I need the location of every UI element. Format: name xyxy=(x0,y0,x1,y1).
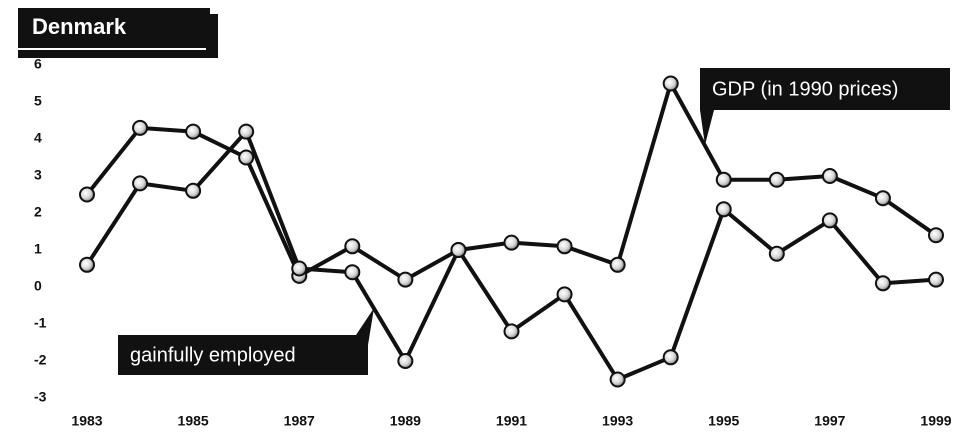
title-box: Denmark xyxy=(18,8,218,58)
point xyxy=(79,186,95,203)
x-tick-label: 1991 xyxy=(496,413,527,429)
y-tick-label: 3 xyxy=(34,167,42,183)
legend-label: gainfully employed xyxy=(130,344,296,366)
x-tick-label: 1987 xyxy=(284,413,315,429)
x-tick-label: 1989 xyxy=(390,413,421,429)
series-label: gainfully employed xyxy=(118,308,374,375)
point xyxy=(662,75,679,92)
x-tick-label: 1993 xyxy=(602,413,633,429)
label-box xyxy=(118,335,368,375)
point xyxy=(874,190,891,207)
point xyxy=(238,123,255,140)
point xyxy=(715,171,732,188)
point xyxy=(715,201,732,218)
point xyxy=(503,234,520,251)
point xyxy=(874,275,891,292)
y-tick-label: -3 xyxy=(34,389,47,405)
point xyxy=(821,168,838,184)
legend-label: GDP (in 1990 prices) xyxy=(712,78,898,100)
y-tick-label: -2 xyxy=(34,352,47,368)
point xyxy=(397,271,414,288)
point xyxy=(185,182,202,199)
point xyxy=(185,123,202,140)
point xyxy=(556,286,573,303)
point xyxy=(503,323,520,340)
point xyxy=(397,353,414,369)
point xyxy=(132,119,149,136)
x-tick-label: 1997 xyxy=(814,413,845,429)
point xyxy=(79,256,95,273)
point xyxy=(132,175,149,192)
y-tick-label: 1 xyxy=(34,241,42,257)
label-box xyxy=(700,68,950,110)
y-tick-label: 0 xyxy=(34,278,42,294)
point xyxy=(768,171,785,188)
x-tick-label: 1999 xyxy=(920,413,951,429)
label-pointer xyxy=(700,110,714,145)
point xyxy=(291,260,308,277)
y-tick-label: 2 xyxy=(34,204,42,220)
point xyxy=(928,271,944,288)
point xyxy=(556,238,573,255)
point xyxy=(344,238,361,255)
x-tick-label: 1983 xyxy=(71,413,102,429)
x-tick-label: 1985 xyxy=(178,413,209,429)
chart-title: Denmark xyxy=(32,14,127,39)
point xyxy=(662,349,679,366)
point xyxy=(609,256,626,273)
x-tick-label: 1995 xyxy=(708,413,739,429)
point xyxy=(609,371,626,388)
y-tick-label: 4 xyxy=(34,130,42,146)
point xyxy=(450,242,467,258)
y-tick-label: -1 xyxy=(34,315,47,331)
point xyxy=(821,212,838,229)
point xyxy=(768,245,785,262)
point xyxy=(238,149,255,166)
point xyxy=(344,264,361,281)
series-label: GDP (in 1990 prices) xyxy=(700,68,950,145)
y-tick-label: 6 xyxy=(34,56,42,72)
y-tick-label: 5 xyxy=(34,93,42,109)
point xyxy=(928,227,944,244)
